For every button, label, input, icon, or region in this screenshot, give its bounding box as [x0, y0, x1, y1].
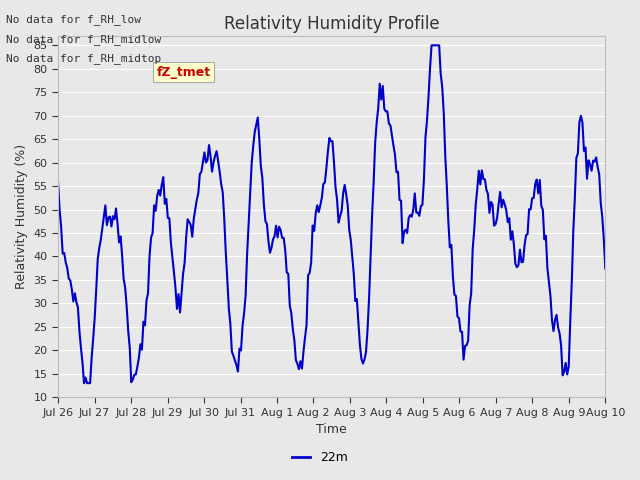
Text: fZ_tmet: fZ_tmet	[157, 66, 211, 79]
Text: No data for f_RH_low: No data for f_RH_low	[6, 14, 141, 25]
Title: Relativity Humidity Profile: Relativity Humidity Profile	[224, 15, 440, 33]
Text: No data for f_RH_midlow: No data for f_RH_midlow	[6, 34, 162, 45]
X-axis label: Time: Time	[316, 423, 347, 436]
Text: No data for f_RH_midtop: No data for f_RH_midtop	[6, 53, 162, 64]
Y-axis label: Relativity Humidity (%): Relativity Humidity (%)	[15, 144, 28, 289]
Legend: 22m: 22m	[287, 446, 353, 469]
